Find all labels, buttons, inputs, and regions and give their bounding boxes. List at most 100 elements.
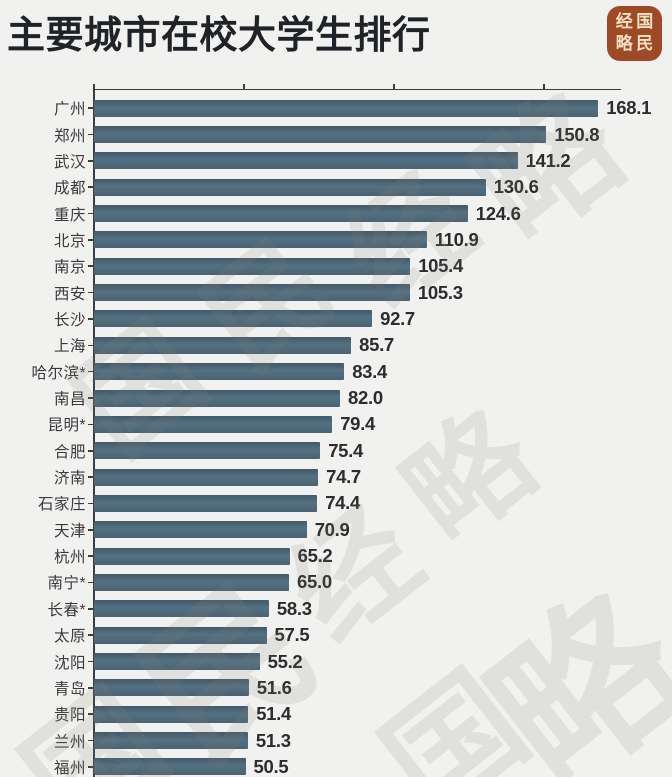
value-label: 92.7	[380, 307, 415, 329]
category-label: 哈尔滨*	[31, 364, 86, 382]
category-label: 福州	[53, 759, 86, 777]
category-label: 沈阳	[53, 654, 86, 672]
y-axis-tick	[88, 186, 93, 189]
x-axis-tick	[543, 84, 545, 89]
y-axis-tick	[88, 344, 93, 347]
y-axis-tick	[88, 133, 93, 136]
bar	[94, 257, 411, 275]
y-axis-tick	[88, 291, 93, 294]
bar	[94, 310, 373, 328]
category-label: 北京	[53, 232, 86, 250]
bar	[94, 705, 249, 723]
chart-row: 武汉 141.2	[0, 148, 672, 174]
value-label: 130.6	[493, 176, 539, 198]
bar	[94, 363, 345, 381]
bar	[94, 626, 267, 644]
y-axis-tick	[88, 555, 93, 557]
chart-row: 南宁* 65.0	[0, 569, 672, 595]
category-label: 昆明*	[47, 417, 86, 435]
seal-char-3: 略	[615, 34, 633, 55]
value-label: 168.1	[606, 97, 652, 119]
value-label: 141.2	[525, 149, 571, 171]
y-axis-tick	[88, 476, 93, 478]
value-label: 150.8	[554, 123, 600, 145]
chart-row: 哈尔滨* 83.4	[0, 359, 672, 385]
category-label: 太原	[53, 628, 86, 646]
chart-row: 南京 105.4	[0, 253, 672, 279]
bar	[94, 653, 260, 671]
chart-row: 北京 110.9	[0, 227, 672, 253]
chart-row: 太原 57.5	[0, 622, 672, 648]
value-label: 50.5	[253, 755, 289, 777]
category-label: 上海	[53, 338, 86, 356]
chart-row: 长沙 92.7	[0, 306, 672, 332]
category-label: 济南	[53, 470, 86, 488]
chart-row: 石家庄 74.4	[0, 490, 672, 516]
seal-char-2: 国	[636, 11, 654, 32]
category-label: 西安	[53, 285, 86, 303]
bar	[94, 415, 333, 433]
value-label: 55.2	[267, 650, 303, 672]
y-axis-tick	[88, 502, 93, 505]
bar	[94, 126, 547, 144]
chart-row: 重庆 124.6	[0, 200, 672, 226]
bar	[94, 99, 599, 117]
bar	[94, 547, 290, 565]
y-axis-tick	[88, 581, 93, 584]
x-axis-tick	[93, 84, 95, 89]
y-axis-tick	[88, 265, 93, 268]
bar	[94, 178, 486, 196]
category-label: 杭州	[53, 549, 86, 567]
bar	[94, 758, 246, 776]
page-title: 主要城市在校大学生排行	[7, 15, 431, 57]
chart-row: 成都 130.6	[0, 174, 672, 200]
value-label: 124.6	[475, 202, 521, 224]
seal-char-1: 经	[615, 11, 633, 32]
brand-seal-logo: 经 国 略 民	[607, 6, 662, 61]
value-label: 51.6	[256, 676, 292, 698]
bar	[94, 336, 352, 354]
y-axis-tick	[88, 766, 93, 768]
y-axis-tick	[88, 687, 93, 689]
value-label: 74.7	[326, 466, 361, 488]
x-axis-line	[93, 89, 621, 90]
y-axis-tick	[88, 212, 93, 215]
chart-row: 郑州 150.8	[0, 121, 672, 147]
category-label: 贵阳	[53, 707, 86, 725]
value-label: 51.4	[256, 703, 291, 725]
chart-row: 贵阳 51.4	[0, 701, 672, 727]
bar	[94, 284, 410, 302]
category-label: 长沙	[53, 311, 86, 329]
chart-row: 广州 168.1	[0, 95, 672, 121]
category-label: 南宁*	[47, 575, 86, 593]
bar	[94, 468, 319, 486]
y-axis-tick	[88, 449, 93, 452]
y-axis-tick	[88, 528, 93, 531]
value-label: 65.2	[297, 545, 333, 567]
category-label: 兰州	[53, 733, 86, 751]
category-label: 重庆	[53, 206, 86, 224]
y-axis-tick	[88, 423, 93, 426]
value-label: 110.9	[434, 228, 479, 250]
chart-row: 兰州 51.3	[0, 727, 672, 753]
y-axis-tick	[88, 397, 93, 399]
value-label: 74.4	[325, 492, 360, 514]
y-axis-tick	[88, 634, 93, 636]
y-axis-tick	[88, 660, 93, 663]
x-axis-tick	[243, 84, 245, 89]
value-label: 105.3	[417, 281, 463, 303]
y-axis-tick	[88, 370, 93, 373]
bar	[94, 205, 468, 223]
category-label: 南京	[53, 259, 86, 277]
bar	[94, 600, 269, 618]
y-axis-tick	[88, 107, 93, 109]
chart-row: 天津 70.9	[0, 517, 672, 543]
y-axis-line	[93, 89, 95, 777]
category-label: 长春*	[47, 601, 86, 619]
category-label: 南昌	[53, 391, 86, 409]
value-label: 51.3	[255, 729, 291, 751]
chart-row: 南昌 82.0	[0, 385, 672, 411]
category-label: 合肥	[53, 443, 86, 461]
chart-row: 西安 105.3	[0, 279, 672, 305]
